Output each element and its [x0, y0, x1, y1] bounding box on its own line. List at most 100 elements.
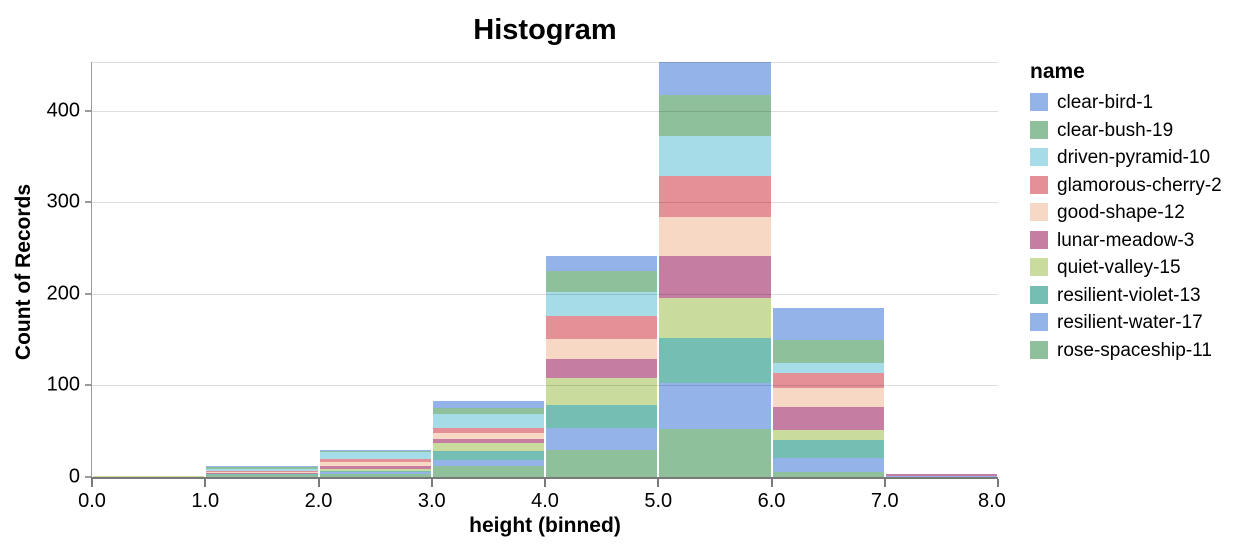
- y-axis-line: [91, 62, 92, 479]
- bar-segment: [206, 472, 318, 474]
- y-tick-label: 400: [46, 99, 80, 122]
- bar-segment: [319, 470, 431, 473]
- legend-swatch: [1030, 285, 1048, 304]
- histogram-bar: [772, 62, 884, 477]
- bar-segment: [432, 451, 544, 460]
- legend-label: quiet-valley-15: [1057, 257, 1181, 278]
- histogram-bar: [432, 62, 544, 477]
- bar-segment: [772, 388, 884, 408]
- legend-label: rose-spaceship-11: [1057, 339, 1212, 361]
- bar-segment: [659, 62, 771, 96]
- legend-swatch: [1030, 148, 1048, 166]
- bar-segment: [546, 378, 658, 405]
- bar-segment: [772, 457, 884, 472]
- x-tick: [997, 479, 999, 487]
- bar-segment: [772, 339, 884, 363]
- legend-swatch: [1030, 230, 1048, 249]
- bar-segment: [206, 475, 318, 477]
- histogram-bar: [206, 62, 318, 477]
- legend-label: glamorous-cherry-2: [1057, 174, 1222, 196]
- bar-segment: [546, 271, 658, 293]
- legend-label: good-shape-12: [1057, 202, 1185, 223]
- bar-segment: [659, 297, 771, 338]
- y-axis-title: Count of Records: [12, 183, 35, 361]
- bar-segment: [206, 468, 318, 471]
- bar-segment: [659, 337, 771, 383]
- legend-swatch: [1030, 258, 1048, 276]
- x-tick: [430, 479, 433, 487]
- bar-segment: [772, 307, 884, 340]
- bar-segment: [319, 451, 431, 453]
- bar-segment: [772, 471, 884, 477]
- bar-segment: [206, 473, 318, 475]
- x-tick-label: 3.0: [417, 490, 446, 512]
- legend-label: resilient-violet-13: [1057, 284, 1201, 306]
- legend-title: name: [1030, 60, 1085, 83]
- gridline-top: [92, 62, 998, 63]
- bar-segment: [772, 372, 884, 389]
- bar-segment: [772, 362, 884, 373]
- bar-segment: [432, 459, 544, 467]
- bar-segment: [206, 470, 318, 473]
- legend-label: lunar-meadow-3: [1057, 229, 1195, 251]
- bar-segment: [772, 430, 884, 441]
- legend-swatch: [1030, 175, 1048, 194]
- x-tick-label: 6.0: [757, 490, 786, 512]
- x-tick-label: 2.0: [304, 490, 333, 512]
- bar-segment: [319, 474, 431, 477]
- x-tick: [770, 479, 773, 487]
- bar-segment: [659, 382, 771, 430]
- x-tick-label: 8.0: [977, 490, 1006, 512]
- bar-segment: [319, 452, 431, 459]
- bar-segment: [546, 315, 658, 339]
- bar-segment: [659, 429, 771, 477]
- y-tick-label: 200: [46, 282, 80, 305]
- x-tick: [204, 479, 207, 487]
- bar-segment: [772, 407, 884, 431]
- bar-segment: [432, 466, 544, 477]
- bar-segment: [319, 449, 431, 452]
- bar-segment: [885, 474, 997, 477]
- y-tick: [85, 384, 91, 387]
- legend-swatch: [1030, 120, 1048, 139]
- bar-segment: [432, 427, 544, 434]
- chart-title: Histogram: [473, 14, 617, 46]
- x-axis-title: height (binned): [469, 514, 621, 537]
- bar-segment: [546, 449, 658, 477]
- legend-label: clear-bush-19: [1057, 119, 1174, 141]
- bar-segment: [206, 465, 318, 467]
- y-tick: [85, 476, 91, 478]
- bar-segment: [319, 462, 431, 467]
- y-tick-label: 0: [68, 465, 80, 488]
- x-tick: [544, 479, 546, 487]
- x-tick: [883, 479, 886, 487]
- y-tick-label: 300: [46, 190, 80, 213]
- bar-segment: [659, 255, 771, 298]
- y-tick-label: 100: [46, 373, 80, 396]
- bar-segment: [546, 338, 658, 359]
- y-tick: [85, 292, 91, 295]
- bar-segment: [206, 466, 318, 469]
- x-tick-label: 1.0: [191, 490, 220, 512]
- bar-segment: [319, 472, 431, 475]
- bar-segment: [546, 358, 658, 379]
- legend-label: clear-bird-1: [1057, 92, 1154, 113]
- bar-segment: [885, 476, 997, 477]
- x-tick-label: 4.0: [531, 490, 559, 512]
- histogram-bar: [319, 62, 431, 477]
- histogram-bar: [885, 62, 997, 477]
- legend-swatch: [1030, 203, 1048, 221]
- bar-segment: [432, 438, 544, 444]
- bar-segment: [546, 404, 658, 428]
- bar-segment: [546, 427, 658, 450]
- legend-swatch: [1030, 313, 1048, 331]
- y-tick: [85, 109, 91, 112]
- x-tick: [91, 479, 93, 487]
- bar-segment: [432, 408, 544, 414]
- gridline: [92, 202, 998, 204]
- bar-segment: [319, 466, 431, 469]
- legend-swatch: [1030, 93, 1048, 111]
- bar-segment: [659, 95, 771, 136]
- bar-segment: [546, 292, 658, 316]
